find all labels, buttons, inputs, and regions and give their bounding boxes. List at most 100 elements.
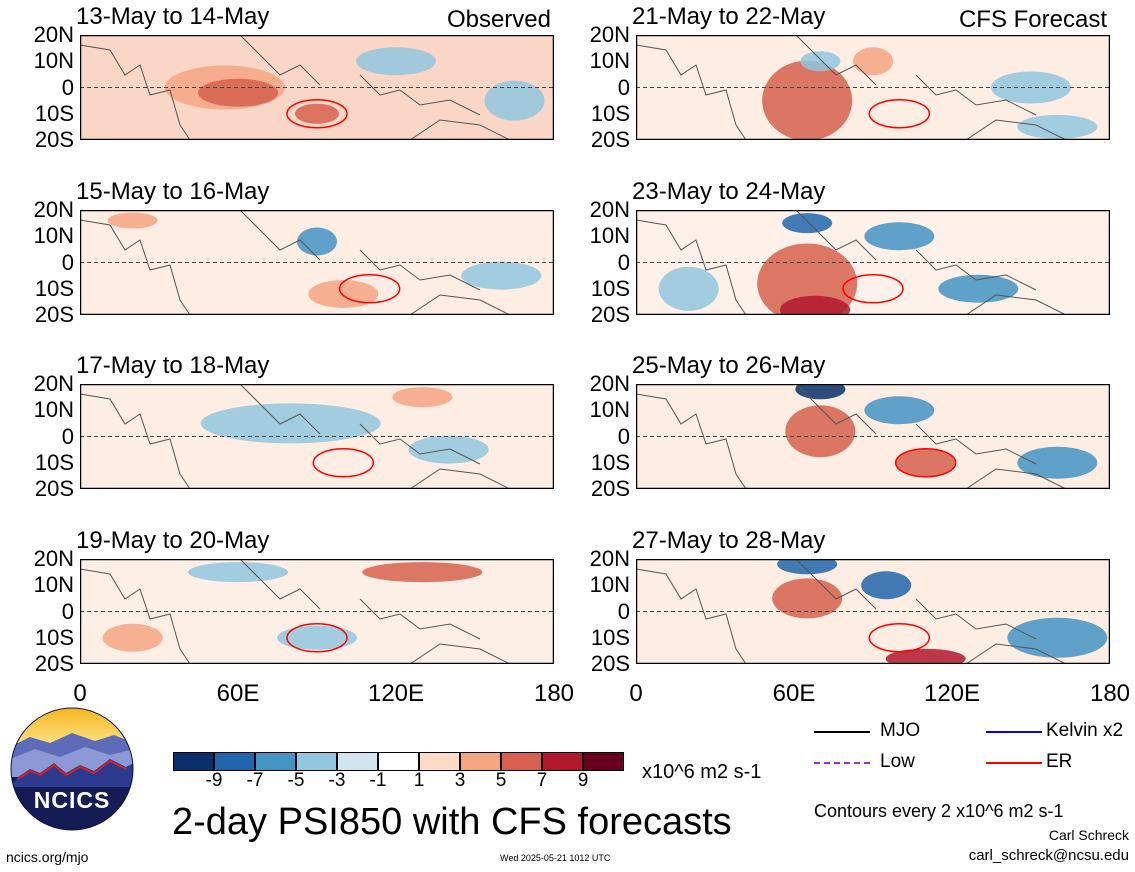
- lon-label: 180: [1089, 680, 1131, 707]
- map-panel: [80, 35, 554, 140]
- map-field: [636, 210, 1110, 315]
- lat-label: 20S: [34, 127, 74, 152]
- lat-label: 20N: [33, 546, 74, 571]
- map-panel: [636, 559, 1110, 664]
- lat-label: 0: [61, 598, 74, 624]
- colorbar-units: x10^6 m2 s-1: [642, 761, 762, 783]
- lat-label: 10S: [590, 275, 630, 301]
- lat-label: 0: [61, 74, 74, 100]
- legend-er-label: ER: [1046, 751, 1073, 772]
- colorbar-swatch: [255, 752, 296, 771]
- legend-er-line: [986, 762, 1042, 764]
- panel-title: 19-May to 20-May: [76, 527, 270, 554]
- lat-label: 20S: [34, 651, 74, 676]
- lat-label: 10N: [589, 48, 630, 74]
- map-field: [636, 559, 1110, 664]
- colorbar-label: -1: [369, 770, 387, 791]
- colorbar-swatch: [337, 752, 378, 771]
- map-field: [80, 559, 554, 664]
- timestamp: Wed 2025-05-21 1012 UTC: [500, 853, 611, 863]
- lat-label: 20S: [34, 302, 74, 327]
- lat-label: 0: [61, 249, 74, 275]
- colorbar-swatch: [583, 752, 624, 771]
- colorbar-swatch: [378, 752, 419, 771]
- colorbar-label: 3: [454, 770, 466, 791]
- map-panel: [80, 384, 554, 489]
- logo-text: NCICS: [33, 787, 111, 813]
- lat-label: 10N: [589, 397, 630, 423]
- lat-label: 0: [617, 249, 630, 275]
- contour-note: Contours every 2 x10^6 m2 s-1: [814, 801, 1064, 821]
- lat-label: 10S: [34, 449, 74, 475]
- map-field: [80, 384, 554, 489]
- author-email[interactable]: carl_schreck@ncsu.edu: [968, 847, 1129, 864]
- colorbar-swatch: [542, 752, 583, 771]
- panel-title: 27-May to 28-May: [632, 527, 826, 554]
- panel-header: Observed: [446, 6, 551, 33]
- lon-label: 60E: [772, 680, 816, 707]
- lat-label: 10S: [34, 624, 74, 650]
- main-title: 2-day PSI850 with CFS forecasts: [172, 801, 732, 843]
- lat-label: 20S: [34, 476, 74, 501]
- legend-low-label: Low: [880, 751, 915, 772]
- lat-label: 10N: [589, 572, 630, 598]
- lat-label: 10N: [33, 397, 74, 423]
- lon-label: 180: [533, 680, 575, 707]
- colorbar-swatch: [460, 752, 501, 771]
- legend-mjo-line: [814, 731, 870, 733]
- map-field: [636, 35, 1110, 140]
- lat-label: 0: [617, 598, 630, 624]
- map-panel: [636, 35, 1110, 140]
- colorbar-label: 1: [413, 770, 425, 791]
- lat-label: 20N: [33, 22, 74, 47]
- map-panel: [636, 384, 1110, 489]
- lat-label: 20N: [33, 371, 74, 396]
- lat-label: 10N: [589, 223, 630, 249]
- lat-label: 0: [617, 423, 630, 449]
- panel-title: 13-May to 14-May: [76, 3, 270, 30]
- legend-mjo-label: MJO: [880, 720, 921, 741]
- map-field: [636, 384, 1110, 489]
- lat-label: 10S: [590, 449, 630, 475]
- colorbar-label: -7: [246, 770, 264, 791]
- colorbar-label: 5: [495, 770, 507, 791]
- lon-label: 120E: [923, 680, 981, 707]
- lon-label: 120E: [367, 680, 425, 707]
- lat-label: 20N: [589, 22, 630, 47]
- lon-label: 0: [73, 680, 87, 707]
- colorbar-swatch: [214, 752, 255, 771]
- lat-label: 20S: [590, 651, 630, 676]
- lat-label: 10N: [33, 572, 74, 598]
- lat-label: 20S: [590, 302, 630, 327]
- lat-label: 10N: [33, 48, 74, 74]
- panel-title: 23-May to 24-May: [632, 178, 826, 205]
- panel-title: 15-May to 16-May: [76, 178, 270, 205]
- lat-label: 10S: [34, 100, 74, 126]
- map-field: [80, 35, 554, 140]
- map-panel: [80, 210, 554, 315]
- colorbar-label: 7: [536, 770, 548, 791]
- legend-kelvin-line: [986, 731, 1042, 733]
- lat-label: 20N: [589, 197, 630, 222]
- lat-label: 20S: [590, 476, 630, 501]
- website-link[interactable]: ncics.org/mjo: [6, 849, 89, 865]
- colorbar-label: -3: [328, 770, 346, 791]
- lat-label: 0: [617, 74, 630, 100]
- map-panel: [636, 210, 1110, 315]
- lat-label: 20N: [589, 371, 630, 396]
- colorbar-swatch: [296, 752, 337, 771]
- legend-kelvin-label: Kelvin x2: [1046, 720, 1124, 741]
- lat-label: 20S: [590, 127, 630, 152]
- lon-label: 0: [629, 680, 643, 707]
- lat-label: 10S: [34, 275, 74, 301]
- map-panel: [80, 559, 554, 664]
- colorbar-swatch: [173, 752, 214, 771]
- colorbar-swatch: [419, 752, 460, 771]
- lat-label: 0: [61, 423, 74, 449]
- lat-label: 20N: [33, 197, 74, 222]
- map-field: [80, 210, 554, 315]
- ncics-logo: NCICS: [10, 707, 134, 831]
- colorbar-swatch: [501, 752, 542, 771]
- legend-low-line: [814, 762, 870, 764]
- author-name: Carl Schreck: [1048, 827, 1129, 843]
